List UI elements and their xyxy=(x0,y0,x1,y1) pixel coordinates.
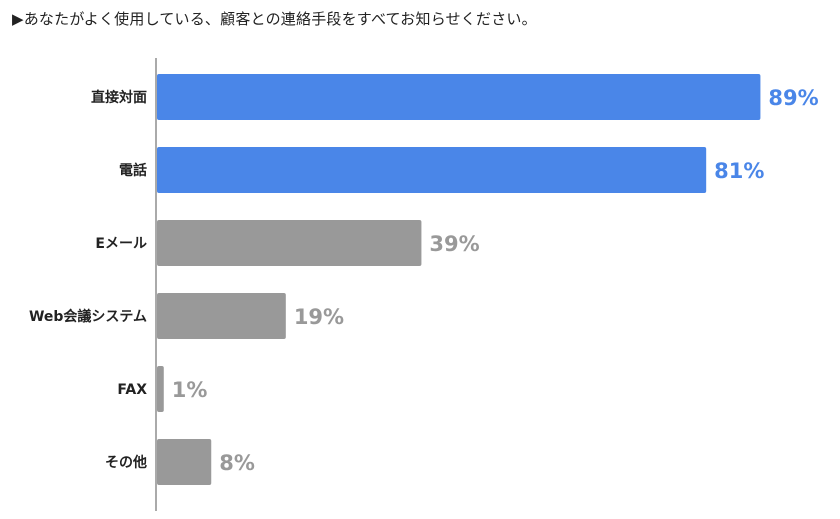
chart-title: ▶あなたがよく使用している、顧客との連絡手段をすべてお知らせください。 xyxy=(12,10,537,28)
category-label: 直接対面 xyxy=(91,89,147,106)
bar-6 xyxy=(157,439,212,485)
category-label: FAX xyxy=(117,382,147,398)
category-label: Web会議システム xyxy=(29,308,147,325)
value-label: 19% xyxy=(294,305,344,329)
bars-group: 直接対面 89% 電話 81% Eメール 39% Web会議システム 19% FAX 1% その他 8… xyxy=(29,74,819,485)
value-label: 8% xyxy=(219,451,255,475)
category-label: Eメール xyxy=(95,236,147,252)
bar-3 xyxy=(157,220,422,266)
bar-5 xyxy=(157,366,164,412)
category-label: その他 xyxy=(105,454,147,471)
value-label: 39% xyxy=(429,232,479,256)
value-label: 1% xyxy=(172,378,208,402)
bar-4 xyxy=(157,293,286,339)
category-label: 電話 xyxy=(119,162,147,179)
value-label: 89% xyxy=(768,86,818,110)
value-label: 81% xyxy=(714,159,764,183)
bar-2 xyxy=(157,147,707,193)
bar-1 xyxy=(157,74,761,120)
